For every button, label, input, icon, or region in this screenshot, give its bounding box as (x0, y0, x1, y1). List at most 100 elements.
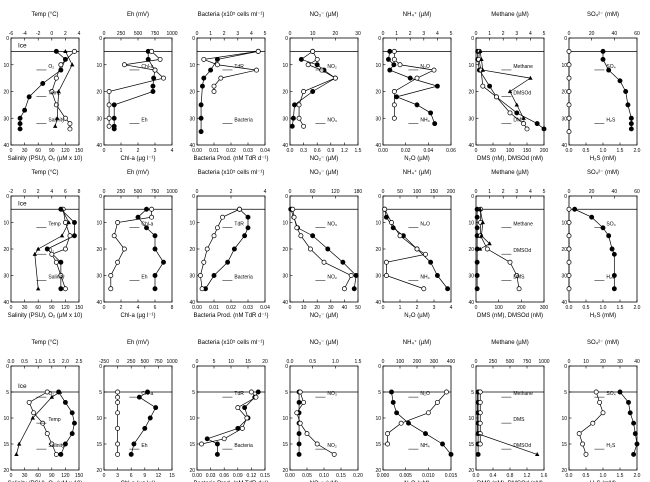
data-point (201, 259, 207, 265)
data-point (631, 451, 637, 457)
data-point (204, 246, 210, 252)
data-point (144, 225, 149, 231)
depth-tick-label: 40 (189, 300, 195, 306)
data-point (566, 233, 572, 239)
data-point (572, 206, 578, 212)
data-point (583, 451, 589, 457)
bottom-tick-label: 120 (61, 305, 70, 311)
top-tick-label: 10 (310, 31, 316, 37)
bottom-tick-label: 0.10 (319, 473, 329, 479)
top-tick-label: 2.5 (76, 359, 83, 365)
top-tick-label: 500 (506, 359, 515, 365)
top-axis-title: Methane (µM) (491, 340, 528, 346)
top-tick-label: 1.5 (48, 359, 55, 365)
data-point (128, 451, 134, 457)
bottom-tick-label: 0.06 (446, 148, 456, 154)
depth-tick-label: 0 (6, 194, 9, 200)
bottom-tick-label: 3 (154, 148, 157, 154)
top-axis-title: Temp (°C) (31, 340, 58, 346)
data-point (391, 62, 397, 68)
depth-tick-label: 10 (468, 63, 474, 69)
data-point (237, 206, 242, 212)
data-point (72, 48, 77, 54)
data-point (49, 251, 55, 257)
depth-tick-label: 15 (96, 442, 102, 448)
data-point (220, 214, 225, 220)
bottom-tick-label: 0.0 (473, 473, 480, 479)
bottom-tick-label: 6 (154, 305, 157, 311)
bottom-tick-label: 0.02 (226, 148, 236, 154)
bottom-tick-label: 60 (35, 148, 41, 154)
top-tick-label: -2 (36, 31, 41, 37)
depth-tick-label: 20 (468, 90, 474, 96)
data-point (199, 286, 205, 292)
data-point (477, 441, 483, 447)
top-tick-label: 8 (78, 189, 81, 195)
depth-tick-label: 0 (99, 194, 102, 200)
data-point (394, 410, 400, 416)
data-point (434, 273, 440, 278)
data-point (121, 246, 127, 252)
top-tick-label: 1000 (166, 189, 177, 195)
depth-tick-label: 30 (468, 116, 474, 122)
bottom-tick-label: 0.0 (566, 473, 573, 479)
depth-tick-label: 40 (468, 143, 474, 149)
top-tick-label: 4 (436, 31, 439, 37)
depth-tick-label: 10 (189, 221, 195, 227)
depth-tick-label: 10 (189, 416, 195, 422)
top-tick-label: 100 (413, 189, 422, 195)
data-point (211, 233, 217, 239)
depth-tick-label: 20 (3, 468, 9, 474)
top-tick-label: 0 (568, 31, 571, 37)
top-tick-label: 180 (354, 189, 363, 195)
data-point (448, 451, 454, 457)
bottom-tick-label: 150 (75, 148, 84, 154)
data-point (115, 394, 121, 400)
depth-tick-label: 20 (561, 90, 567, 96)
annotation-label: NH₄ (420, 443, 429, 449)
data-point (221, 436, 227, 442)
data-point (617, 389, 623, 395)
annotation-label: H₂S (606, 117, 616, 123)
data-point (115, 410, 121, 416)
data-point (389, 389, 394, 395)
depth-tick-label: 20 (561, 468, 567, 474)
bottom-tick-label: 3 (116, 473, 119, 479)
top-tick-label: 0 (568, 359, 571, 365)
annotation-label: Chl-a (141, 64, 153, 70)
depth-tick-label: 20 (561, 247, 567, 253)
data-point (294, 225, 300, 231)
top-axis-title: NH₄⁺ (µM) (403, 11, 431, 18)
depth-tick-label: 40 (189, 143, 195, 149)
data-point (589, 214, 595, 220)
bottom-tick-label: 0.04 (423, 148, 433, 154)
data-point (440, 441, 445, 447)
data-point (406, 420, 411, 426)
depth-tick-label: 5 (99, 390, 102, 396)
data-point (115, 389, 121, 395)
bottom-axis-title: Bacteria Prod. (nM TdR d⁻¹) (193, 313, 268, 319)
data-point (480, 83, 486, 89)
series-line (113, 51, 156, 129)
data-point (72, 233, 77, 239)
data-point (609, 246, 615, 252)
top-axis-title: Methane (µM) (491, 170, 528, 176)
top-tick-label: 500 (141, 359, 150, 365)
data-point (16, 441, 22, 446)
bottom-tick-label: 2.0 (634, 148, 641, 154)
data-point (153, 405, 159, 411)
data-point (600, 56, 606, 62)
data-point (389, 220, 394, 225)
data-point (383, 273, 389, 278)
depth-tick-label: 20 (282, 90, 288, 96)
annotation-label: Temp (48, 91, 60, 97)
bottom-axis-title: DMS (nM), DMSOd (nM) (477, 156, 543, 162)
data-point (310, 233, 316, 239)
data-point (152, 286, 158, 292)
annotation-label: NO₂ (327, 443, 337, 449)
top-tick-label: 100 (396, 359, 405, 365)
top-tick-label: 1000 (166, 359, 177, 365)
data-point (108, 286, 114, 292)
annotation-label: TdR (234, 391, 244, 397)
data-point (197, 273, 203, 278)
